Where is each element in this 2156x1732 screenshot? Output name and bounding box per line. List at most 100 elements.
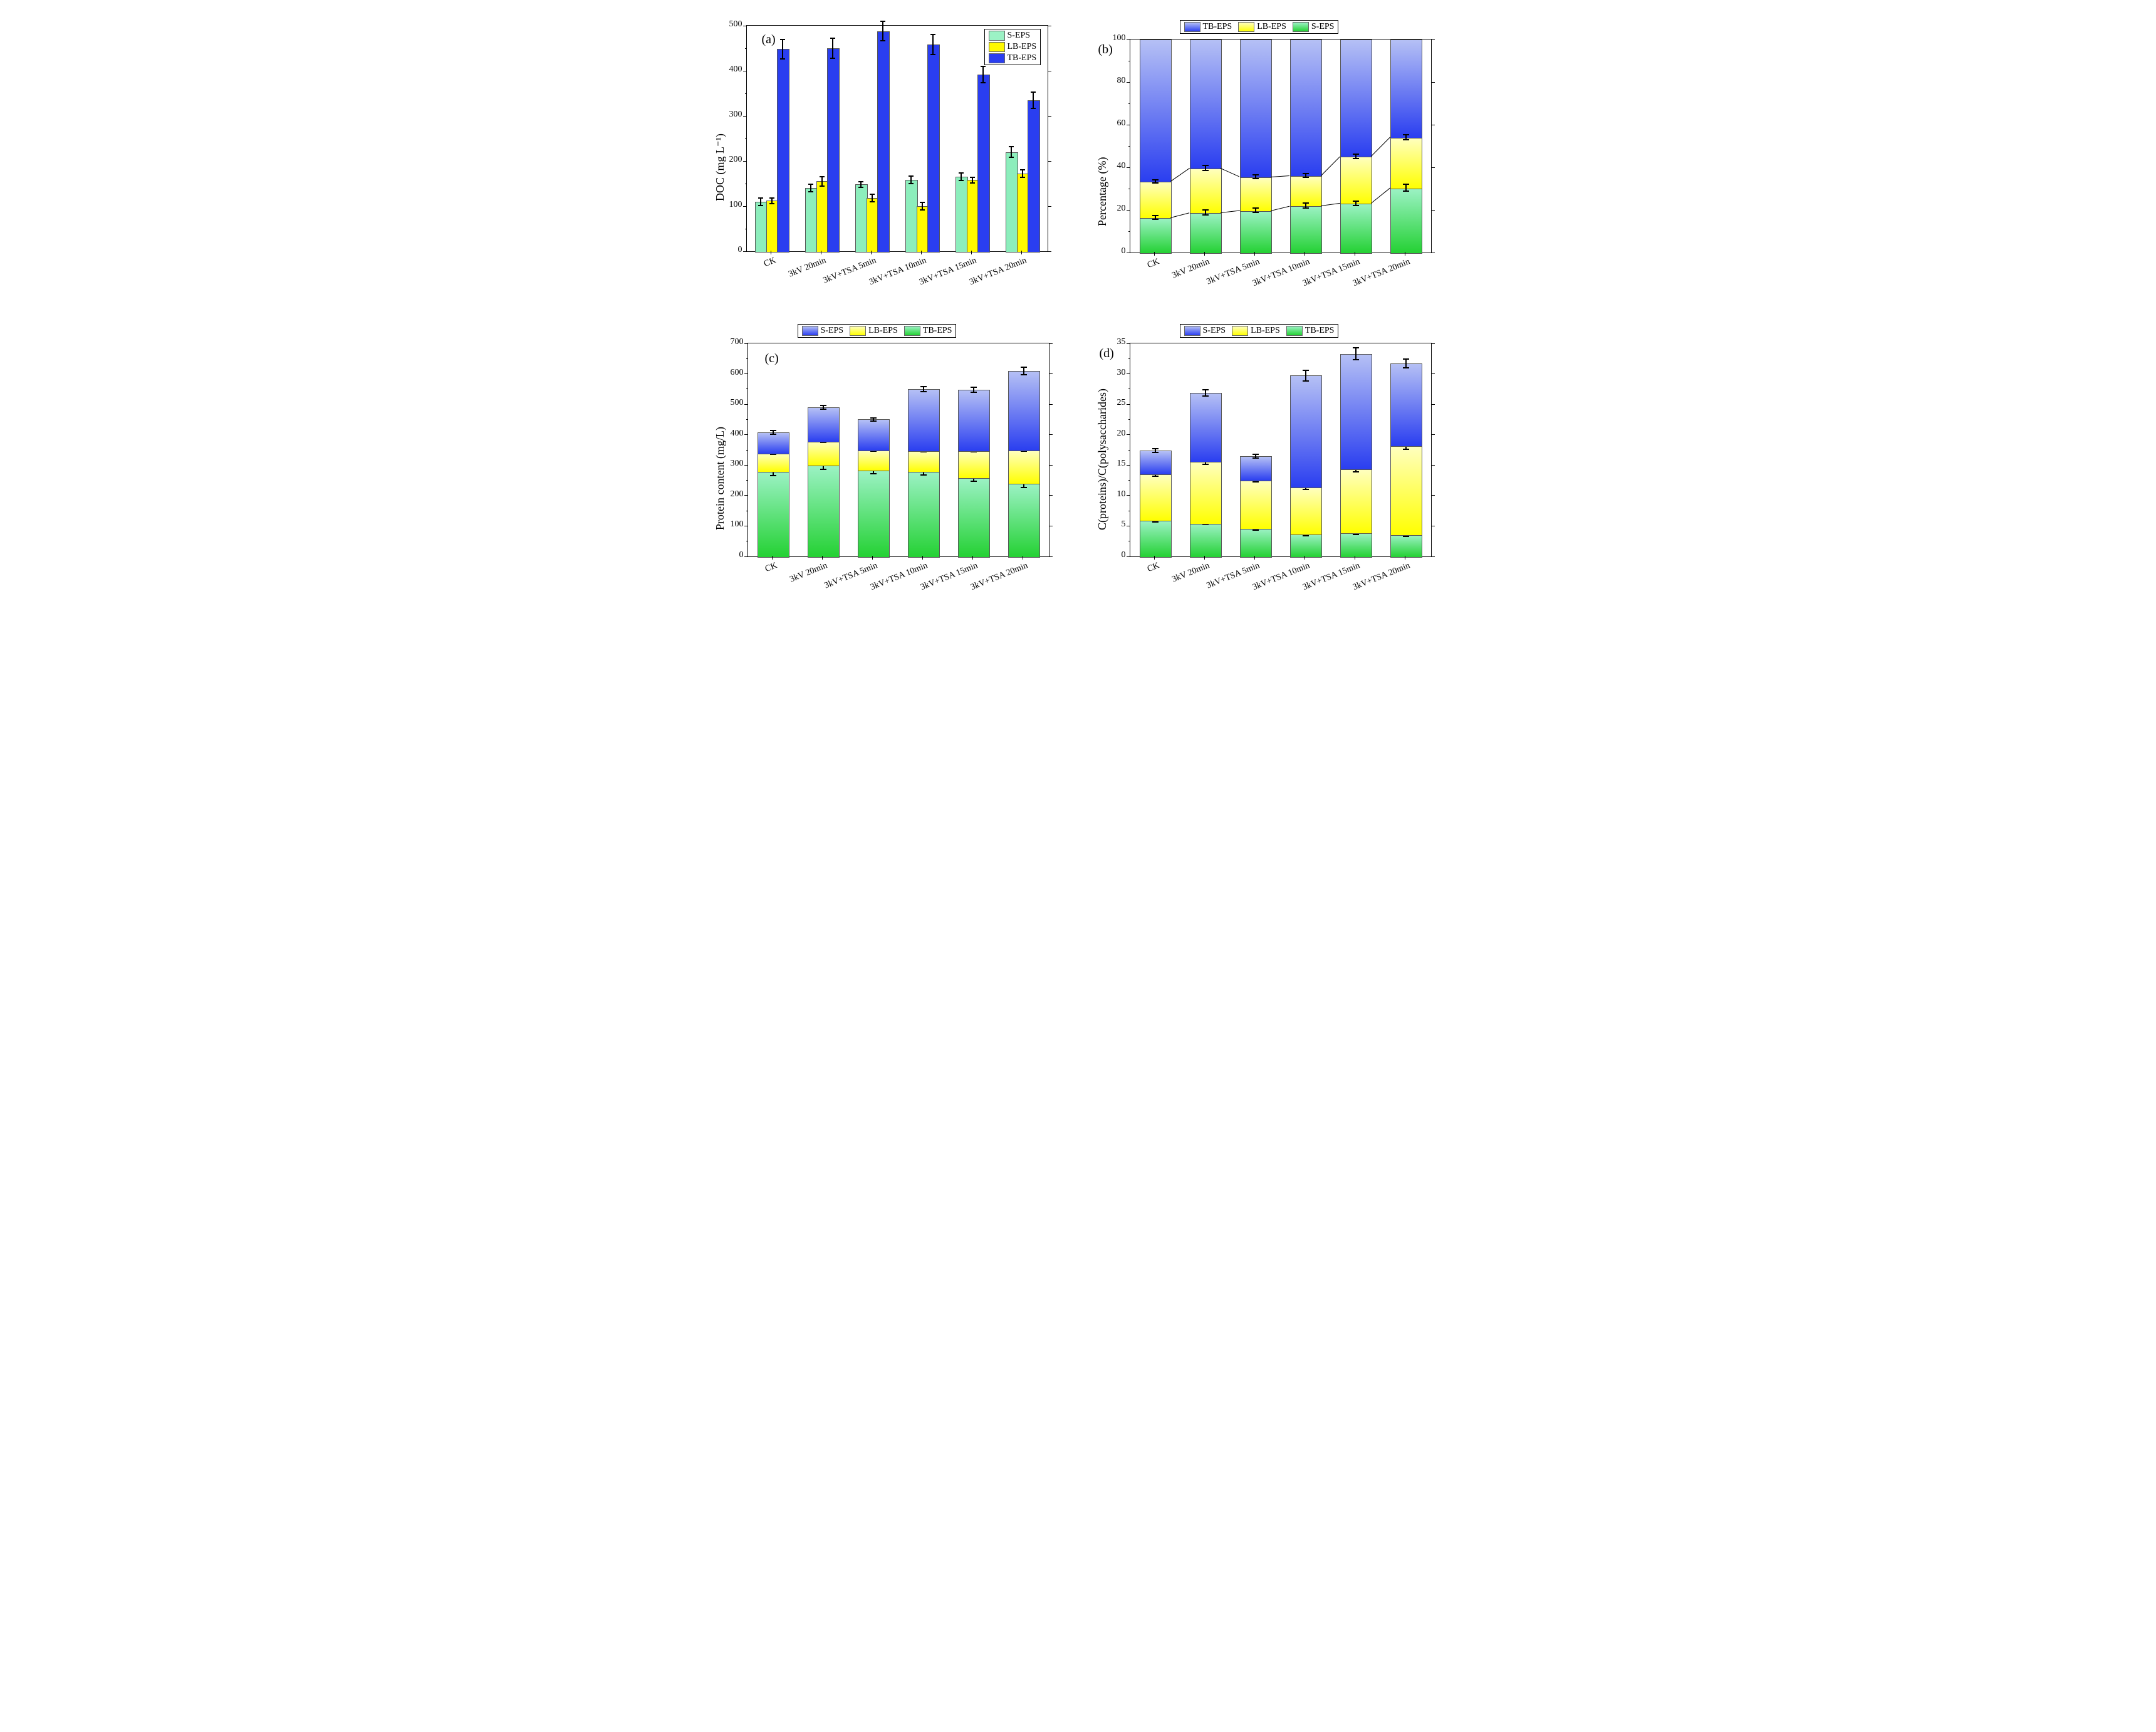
legend: TB-EPS LB-EPS S-EPS: [1180, 20, 1339, 34]
bar-segment: [1340, 39, 1373, 157]
bar-segment: [1390, 137, 1423, 189]
bar-segment: [1340, 469, 1373, 534]
y-tick-label: 300: [721, 110, 742, 120]
bar-segment: [858, 470, 890, 558]
legend-swatch: [1293, 22, 1309, 32]
legend-swatch: [989, 42, 1005, 52]
y-tick-label: 500: [721, 19, 742, 29]
bar-segment: [1290, 206, 1323, 254]
panel-letter: (c): [765, 352, 779, 366]
legend-swatch: [1286, 326, 1303, 336]
legend: S-EPSLB-EPSTB-EPS: [984, 29, 1041, 65]
y-tick-label: 0: [1105, 246, 1126, 256]
bar-segment: [758, 471, 790, 558]
bar: [1028, 100, 1040, 253]
bar-segment: [1240, 211, 1273, 254]
bar-segment: [958, 451, 991, 479]
bar-segment: [1190, 212, 1222, 254]
bar-segment: [1390, 363, 1423, 447]
bar-segment: [1140, 474, 1172, 521]
bar-segment: [1340, 203, 1373, 254]
bar-segment: [1140, 520, 1172, 558]
panel-c: 0100200300400500600700CK3kV 20min3kV+TSA…: [702, 316, 1072, 614]
y-tick-label: 700: [722, 337, 744, 347]
legend-label: S-EPS: [1311, 22, 1335, 32]
bar-segment: [1190, 168, 1222, 214]
bar-segment: [1390, 446, 1423, 536]
bar-segment: [1340, 156, 1373, 204]
bar-segment: [1140, 217, 1172, 254]
bar: [927, 44, 940, 253]
bar-segment: [1340, 354, 1373, 471]
legend-label: LB-EPS: [868, 326, 898, 336]
bar-segment: [808, 441, 840, 466]
bar-segment: [958, 477, 991, 558]
bar-segment: [1290, 487, 1323, 535]
bar-segment: [1190, 523, 1222, 558]
bar-segment: [1140, 181, 1172, 218]
y-tick-label: 35: [1105, 337, 1126, 347]
legend: S-EPS LB-EPS TB-EPS: [798, 324, 957, 338]
plot-area: [1130, 39, 1432, 253]
y-tick-label: 100: [1105, 33, 1126, 43]
bar-segment: [1140, 451, 1172, 475]
panel-letter: (a): [762, 33, 776, 47]
bar: [777, 49, 789, 253]
y-axis-label: Protein content (mg/L): [714, 427, 727, 530]
y-tick-label: 0: [722, 550, 744, 560]
bar-segment: [1390, 39, 1423, 138]
legend-label: TB-EPS: [1203, 22, 1232, 32]
bar: [877, 31, 890, 253]
bar-segment: [1008, 483, 1041, 558]
legend-label: S-EPS: [821, 326, 844, 336]
bar-segment: [1240, 39, 1273, 178]
bar-segment: [1390, 188, 1423, 254]
legend-label: LB-EPS: [1257, 22, 1286, 32]
bar-segment: [808, 465, 840, 558]
bar-segment: [908, 389, 940, 452]
legend-swatch: [989, 53, 1005, 63]
bar-segment: [808, 407, 840, 442]
bar-segment: [1390, 535, 1423, 558]
y-tick-label: 30: [1105, 368, 1126, 378]
panel-letter: (b): [1098, 43, 1113, 57]
legend-label: TB-EPS: [1305, 326, 1335, 336]
bar-segment: [958, 390, 991, 452]
legend: S-EPSLB-EPSTB-EPS: [1180, 324, 1339, 338]
bar-segment: [1190, 39, 1222, 169]
figure-grid: 0100200300400500CK3kV 20min3kV+TSA 5min3…: [702, 13, 1454, 614]
y-tick-label: 500: [722, 398, 744, 408]
bar: [977, 75, 990, 253]
legend-swatch: [1184, 22, 1200, 32]
bar-segment: [1290, 375, 1323, 488]
panel-d: 05101520253035CK3kV 20min3kV+TSA 5min3kV…: [1085, 316, 1454, 614]
bar-segment: [1240, 456, 1273, 481]
legend-label: LB-EPS: [1251, 326, 1280, 336]
bar-segment: [1140, 39, 1172, 182]
legend-label: LB-EPS: [1008, 42, 1037, 52]
bar-segment: [1240, 177, 1273, 212]
y-tick-label: 100: [721, 200, 742, 210]
bar-segment: [1008, 371, 1041, 451]
legend-swatch: [1184, 326, 1200, 336]
legend-swatch: [802, 326, 818, 336]
bar-segment: [1290, 534, 1323, 558]
legend-label: TB-EPS: [923, 326, 952, 336]
bar-segment: [908, 471, 940, 558]
legend-label: S-EPS: [1008, 31, 1031, 41]
bar-segment: [1340, 533, 1373, 558]
bar-segment: [1190, 393, 1222, 463]
plot-area: [1130, 343, 1432, 557]
bar-segment: [1190, 461, 1222, 524]
legend-swatch: [1238, 22, 1254, 32]
bar-segment: [758, 453, 790, 472]
panel-letter: (d): [1100, 347, 1114, 361]
bar-segment: [1290, 39, 1323, 177]
bar-segment: [1240, 480, 1273, 530]
bar-segment: [758, 432, 790, 454]
legend-swatch: [1232, 326, 1248, 336]
y-tick-label: 400: [721, 65, 742, 75]
bar-segment: [1008, 450, 1041, 484]
y-tick-label: 600: [722, 368, 744, 378]
legend-swatch: [904, 326, 920, 336]
